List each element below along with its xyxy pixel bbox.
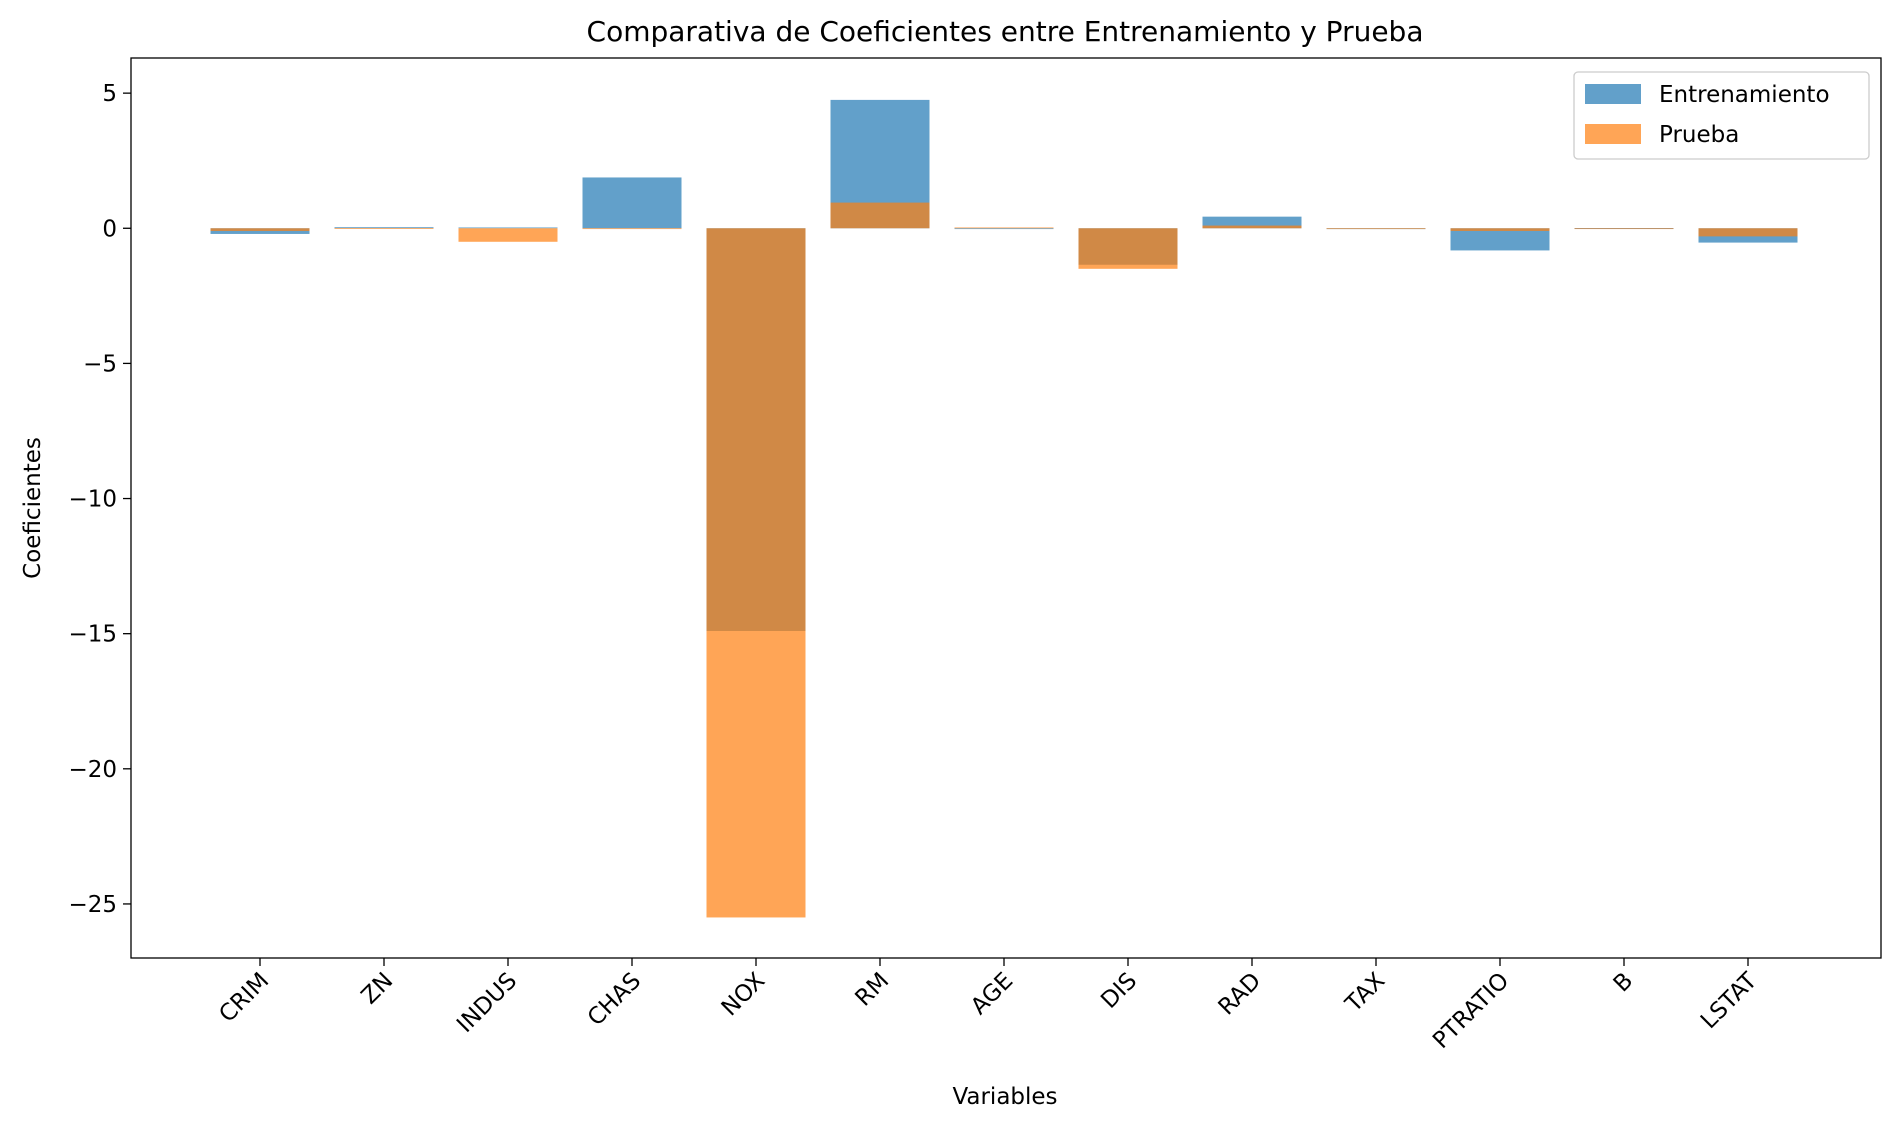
bar-entrenamiento-chas (582, 177, 682, 229)
x-tick-label-crim: CRIM (214, 968, 274, 1028)
legend-swatch-prueba (1585, 124, 1641, 144)
bar-prueba-tax (1326, 228, 1426, 230)
x-tick-label-age: AGE (966, 968, 1018, 1020)
bar-entrenamiento-ptratio (1450, 228, 1550, 251)
bar-entrenamiento-crim (210, 228, 310, 234)
x-tick-label-b: B (1609, 968, 1639, 998)
bar-prueba-dis (1078, 228, 1178, 269)
bar-prueba-zn (334, 228, 434, 229)
x-tick-label-nox: NOX (717, 968, 771, 1022)
legend: Entrenamiento Prueba (1573, 71, 1870, 160)
y-tick-label: 5 (102, 81, 117, 107)
x-axis: CRIM ZN INDUS CHAS NOX RM AGE DIS RAD TAX PTRATIO B… (214, 958, 1763, 1054)
bar-entrenamiento-age (954, 228, 1054, 230)
chart-title: Comparativa de Coeficientes entre Entren… (587, 15, 1424, 48)
x-tick-label-indus: INDUS (452, 968, 522, 1038)
bar-prueba-lstat (1698, 228, 1798, 237)
x-tick-label-tax: TAX (1340, 968, 1390, 1018)
bar-prueba-crim (210, 228, 310, 231)
bar-prueba-b (1574, 228, 1674, 230)
legend-label-entrenamiento: Entrenamiento (1659, 82, 1830, 108)
y-tick-label: −25 (68, 892, 117, 918)
bar-prueba-chas (582, 228, 682, 230)
y-tick-label: 0 (102, 216, 117, 242)
x-tick-label-ptratio: PTRATIO (1428, 968, 1514, 1054)
legend-swatch-entrenamiento (1585, 84, 1641, 104)
y-tick-label: −15 (68, 622, 117, 648)
x-tick-label-rm: RM (851, 968, 895, 1012)
y-tick-label: −10 (68, 487, 117, 513)
bar-prueba-rad (1202, 225, 1302, 229)
bar-entrenamiento-indus (458, 227, 558, 229)
bar-prueba-nox (706, 228, 806, 918)
y-tick-label: −20 (68, 757, 117, 783)
bar-entrenamiento-rad (1202, 216, 1302, 229)
bar-prueba-rm (830, 202, 930, 229)
x-tick-label-zn: ZN (357, 968, 399, 1010)
bar-prueba-age (954, 227, 1054, 229)
x-tick-label-chas: CHAS (583, 968, 646, 1031)
x-tick-label-lstat: LSTAT (1696, 967, 1763, 1034)
x-axis-label: Variables (952, 1084, 1057, 1110)
x-tick-label-dis: DIS (1096, 968, 1142, 1014)
x-tick-label-rad: RAD (1214, 968, 1267, 1021)
plot-area-frame (130, 57, 1882, 959)
bars-layer (210, 99, 1798, 918)
legend-label-prueba: Prueba (1659, 122, 1739, 148)
y-tick-label: −5 (83, 351, 117, 377)
bar-entrenamiento-zn (334, 227, 434, 229)
y-axis: 5 0 −5 −10 −15 −20 −25 (68, 81, 131, 918)
bar-prueba-indus (458, 228, 558, 242)
legend-frame (1573, 71, 1870, 160)
y-axis-label: Coeficientes (20, 437, 46, 579)
bar-prueba-ptratio (1450, 228, 1550, 231)
